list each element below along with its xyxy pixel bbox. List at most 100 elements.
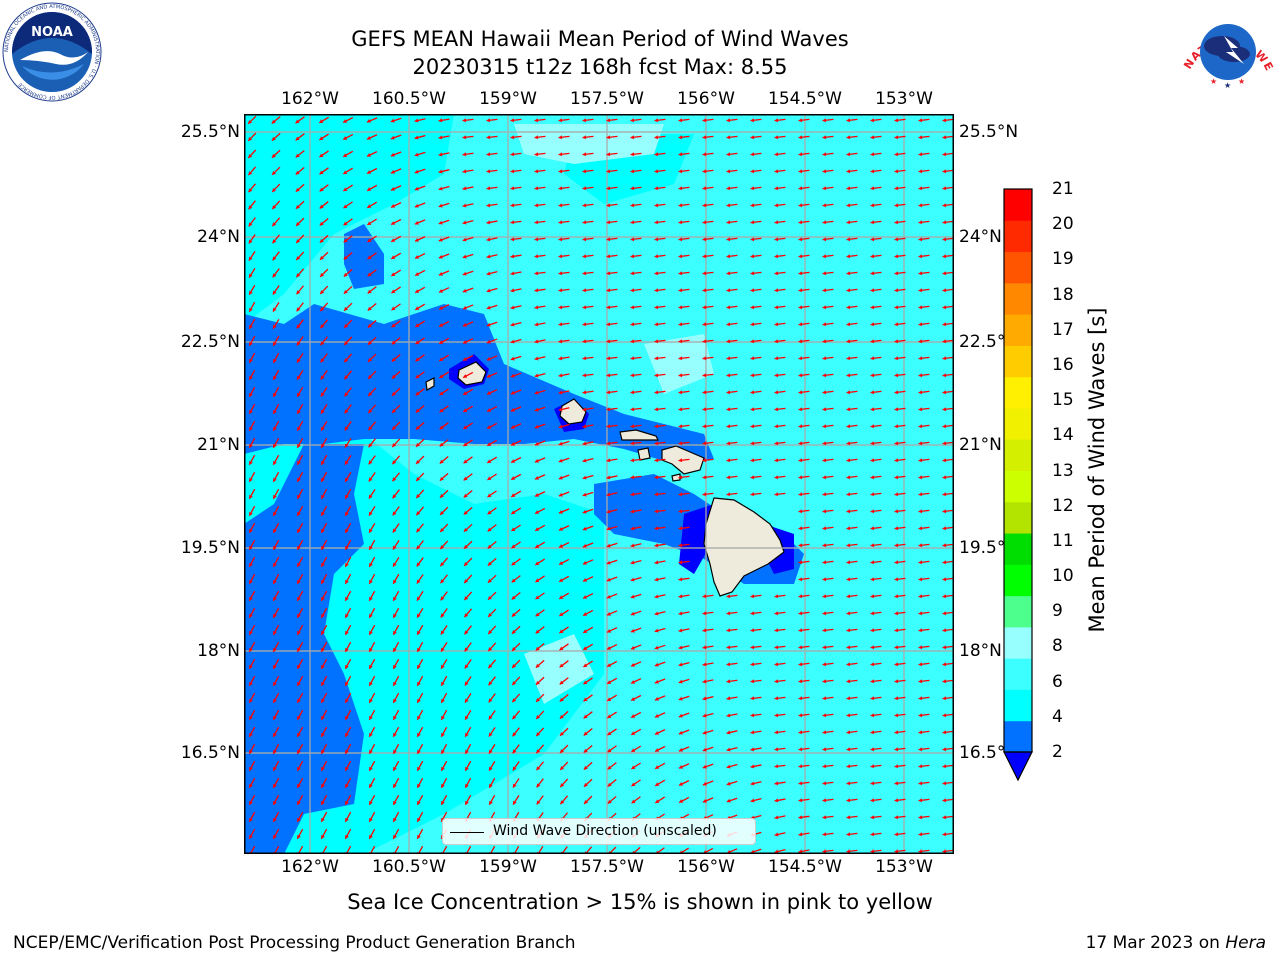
- wave-direction-arrowhead: [582, 271, 587, 276]
- wave-direction-arrowhead: [630, 186, 635, 191]
- wave-direction-arrowhead: [321, 681, 325, 686]
- wave-direction-arrowhead: [918, 849, 923, 854]
- wave-direction-arrowhead: [392, 545, 397, 550]
- wave-direction-arrowhead: [822, 339, 827, 344]
- wave-direction-arrowhead: [510, 152, 515, 157]
- wave-direction-arrowhead: [822, 390, 827, 395]
- wave-direction-arrowhead: [488, 630, 493, 635]
- wave-direction-arrowhead: [846, 169, 851, 174]
- wave-direction-arrowhead: [726, 645, 731, 650]
- wave-direction-arrowhead: [416, 579, 421, 584]
- wave-direction-arrowhead: [273, 494, 277, 499]
- wave-direction-arrowhead: [894, 475, 899, 480]
- wave-direction-arrowhead: [822, 560, 827, 565]
- wave-direction-arrowhead: [321, 647, 325, 652]
- wave-direction-arrowhead: [512, 646, 516, 651]
- wave-direction-arrowhead: [846, 152, 851, 157]
- wave-direction-arrowhead: [678, 356, 683, 361]
- wave-direction-arrowhead: [894, 747, 899, 752]
- wave-direction-arrowhead: [630, 356, 635, 361]
- wave-direction-arrowhead: [702, 118, 707, 123]
- wave-direction-arrowhead: [702, 798, 707, 803]
- wave-direction-arrowhead: [273, 647, 277, 652]
- wave-direction-arrowhead: [631, 714, 636, 718]
- wave-direction-arrowhead: [726, 254, 731, 259]
- island-lanai: [637, 447, 651, 461]
- wave-direction-arrowhead: [726, 594, 731, 599]
- wave-direction-arrowhead: [942, 815, 947, 820]
- wave-direction-arrowhead: [558, 390, 563, 395]
- wave-direction-arrowhead: [511, 612, 516, 617]
- wave-direction-arrowhead: [439, 476, 444, 481]
- wave-direction-arrowhead: [464, 664, 469, 669]
- wave-direction-arrowhead: [870, 390, 875, 395]
- wave-direction-arrowhead: [464, 613, 469, 618]
- colorbar-tick-label: 21: [1052, 179, 1074, 199]
- wave-direction-arrowhead: [726, 764, 731, 769]
- colorbar-segment: [1004, 564, 1032, 597]
- wave-direction-arrow: [369, 845, 376, 854]
- wave-direction-arrowhead: [822, 186, 827, 191]
- wave-direction-arrowhead: [560, 800, 565, 805]
- wave-direction-arrowhead: [726, 730, 731, 735]
- wave-direction-arrow: [321, 845, 328, 854]
- wave-direction-arrowhead: [918, 628, 923, 633]
- wave-direction-arrowhead: [870, 764, 875, 769]
- wave-direction-arrowhead: [798, 577, 803, 582]
- wave-direction-arrowhead: [774, 458, 779, 463]
- wave-direction-arrowhead: [582, 475, 587, 480]
- wave-direction-arrowhead: [343, 255, 348, 260]
- wave-direction-arrowhead: [702, 458, 707, 463]
- wave-direction-arrowhead: [774, 730, 779, 735]
- wave-direction-arrowhead: [894, 730, 899, 735]
- wave-direction-arrowhead: [321, 817, 325, 822]
- wave-direction-arrowhead: [535, 544, 540, 548]
- wave-direction-arrowhead: [416, 477, 421, 481]
- wave-direction-arrowhead: [894, 594, 899, 599]
- wave-direction-arrowhead: [510, 356, 515, 361]
- wave-direction-arrowhead: [798, 679, 803, 684]
- wave-direction-arrowhead: [321, 783, 325, 788]
- wave-direction-arrowhead: [942, 747, 947, 752]
- wave-direction-arrowhead: [559, 714, 564, 719]
- wave-direction-arrowhead: [822, 169, 827, 174]
- wave-direction-arrowhead: [558, 509, 563, 514]
- wave-direction-arrowhead: [297, 834, 301, 839]
- wave-direction-arrowhead: [631, 782, 636, 787]
- wave-direction-arrowhead: [369, 681, 373, 686]
- wave-direction-arrowhead: [870, 662, 875, 667]
- wave-direction-arrowhead: [296, 239, 301, 243]
- wave-direction-arrowhead: [295, 119, 300, 124]
- wave-direction-arrowhead: [918, 203, 923, 208]
- wave-direction-arrowhead: [391, 357, 396, 362]
- wave-direction-arrowhead: [750, 118, 755, 123]
- wave-direction-arrowhead: [654, 492, 659, 497]
- wave-direction-arrowhead: [320, 307, 325, 312]
- wave-direction-arrowhead: [368, 426, 373, 431]
- wave-direction-arrowhead: [416, 596, 421, 601]
- wave-direction-arrowhead: [774, 186, 779, 191]
- wave-direction-arrowhead: [417, 681, 421, 686]
- wave-direction-arrowhead: [417, 800, 421, 805]
- colorbar-tick-label: 20: [1052, 214, 1074, 235]
- wave-direction-arrowhead: [774, 203, 779, 208]
- wave-direction-arrowhead: [798, 611, 803, 616]
- wave-direction-arrowhead: [534, 237, 539, 242]
- wave-direction-arrowhead: [486, 118, 491, 123]
- colorbar-segment: [1004, 626, 1032, 659]
- wave-direction-arrowhead: [297, 528, 301, 533]
- wave-direction-arrowhead: [558, 152, 563, 157]
- wave-direction-arrowhead: [369, 528, 373, 533]
- wave-direction-arrowhead: [486, 288, 491, 293]
- island-niihau: [425, 377, 435, 391]
- wave-direction-arrowhead: [822, 849, 827, 854]
- wave-direction-arrowhead: [487, 408, 492, 412]
- wave-direction-arrowhead: [369, 732, 373, 737]
- wave-direction-arrowhead: [463, 374, 468, 378]
- wave-direction-arrowhead: [486, 305, 491, 310]
- wave-direction-arrowhead: [918, 475, 923, 480]
- wave-direction-arrowhead: [630, 441, 635, 446]
- wave-direction-arrowhead: [726, 781, 731, 786]
- wave-direction-arrowhead: [321, 749, 325, 754]
- wave-direction-arrowhead: [942, 560, 947, 565]
